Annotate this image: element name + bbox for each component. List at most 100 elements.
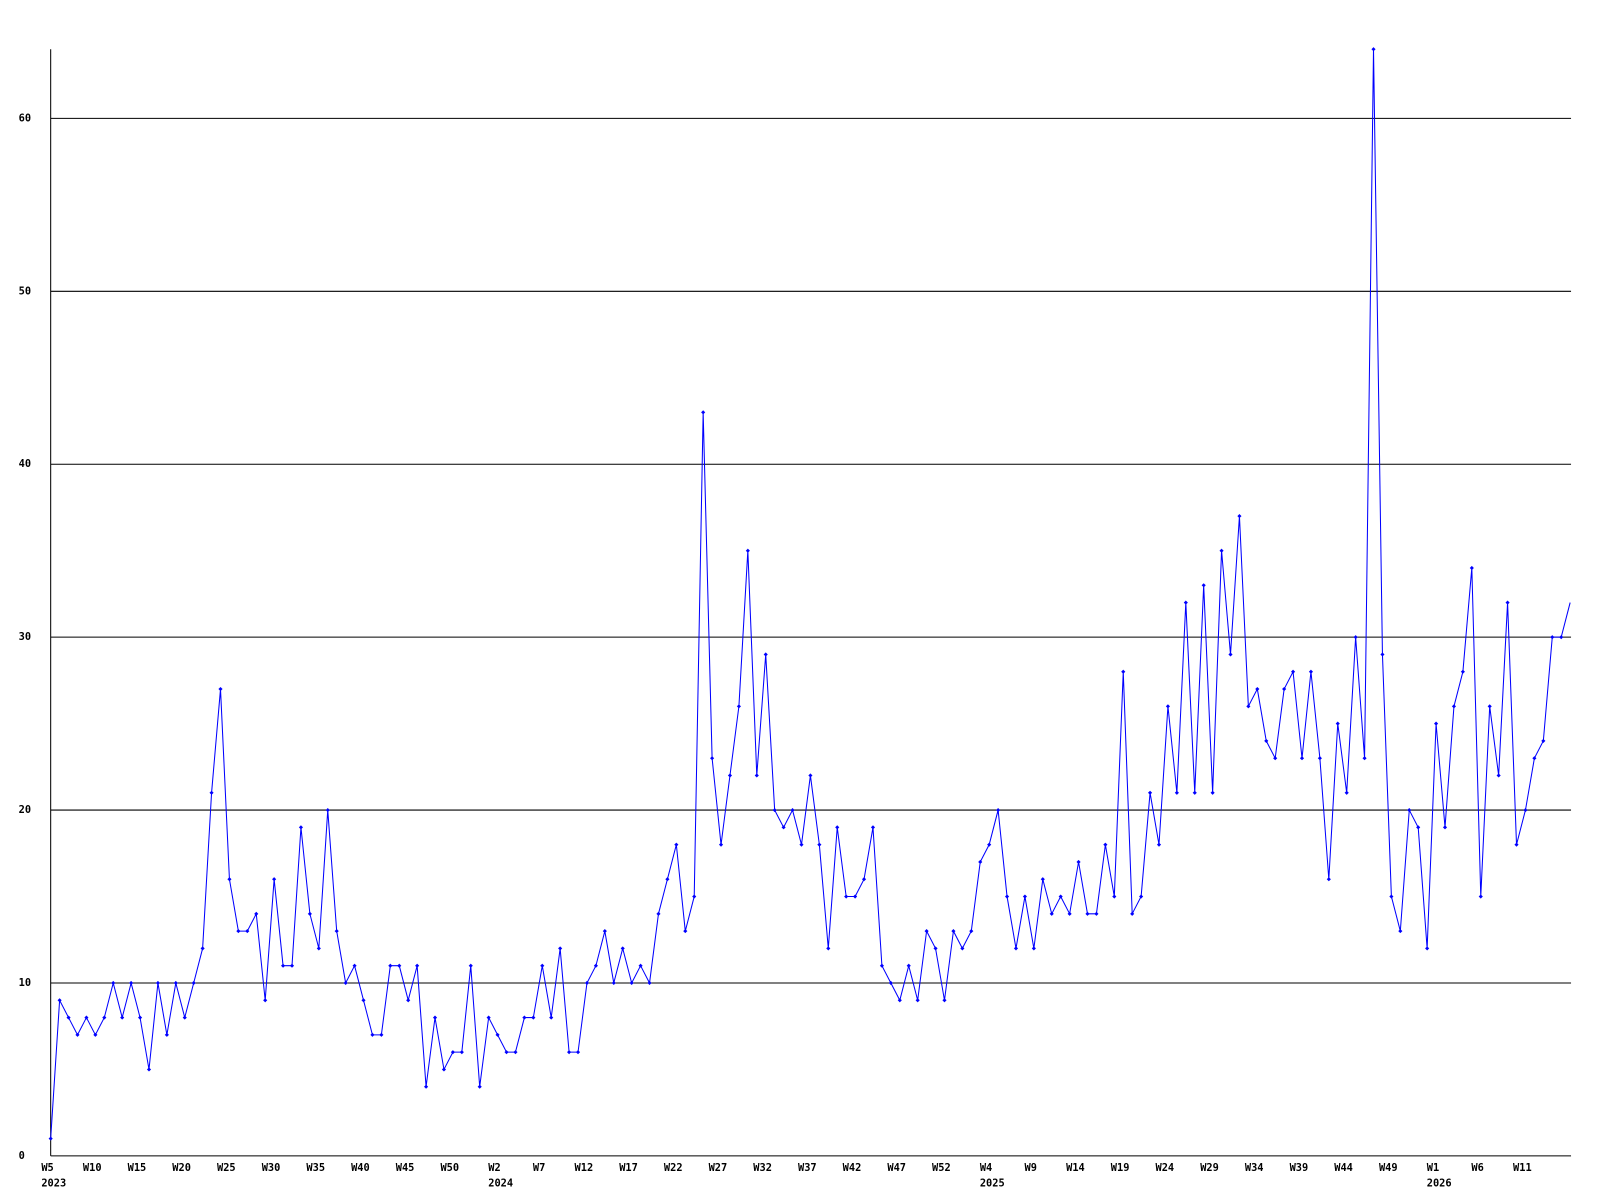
data-point — [549, 1015, 554, 1020]
data-point — [960, 946, 965, 951]
x-tick-label: W6 — [1471, 1162, 1483, 1174]
data-point — [397, 963, 402, 968]
x-tick-label: W29 — [1200, 1162, 1219, 1174]
x-tick-label: W27 — [709, 1162, 728, 1174]
data-point — [182, 1015, 187, 1020]
data-point — [1317, 756, 1322, 761]
data-point — [424, 1084, 429, 1089]
data-point — [665, 877, 670, 882]
data-point — [1371, 47, 1376, 52]
data-point — [200, 946, 205, 951]
data-point — [736, 704, 741, 709]
data-point — [1165, 704, 1171, 709]
data-point — [406, 998, 411, 1003]
x-tick-label: W10 — [83, 1162, 102, 1174]
data-point — [1290, 669, 1296, 674]
data-point — [1434, 721, 1439, 726]
data-point — [486, 1015, 491, 1020]
data-point — [897, 998, 902, 1003]
data-point — [1505, 600, 1510, 605]
data-point — [531, 1015, 536, 1020]
data-point — [978, 859, 983, 864]
x-tick-label: W42 — [843, 1162, 862, 1174]
data-point — [1139, 894, 1144, 899]
x-tick-label: W20 — [172, 1162, 191, 1174]
data-point — [969, 929, 974, 934]
x-tick-label: W1 — [1427, 1162, 1439, 1174]
x-tick-label: W19 — [1111, 1162, 1130, 1174]
data-point — [1228, 652, 1233, 657]
data-point — [558, 946, 563, 951]
data-point — [1112, 894, 1117, 899]
data-point — [718, 842, 724, 847]
data-point — [1219, 548, 1224, 553]
data-line — [50, 49, 1571, 1139]
data-point — [1031, 946, 1036, 951]
data-point — [1183, 600, 1188, 605]
data-point — [808, 773, 813, 778]
data-point — [1049, 911, 1054, 916]
data-point — [227, 877, 232, 882]
data-point — [441, 1067, 447, 1072]
year-label: 2026 — [1427, 1178, 1452, 1190]
data-point — [933, 946, 938, 951]
data-point — [1559, 635, 1564, 640]
data-point — [263, 998, 268, 1003]
data-point — [1344, 790, 1349, 795]
data-point — [513, 1050, 518, 1055]
data-point — [584, 980, 590, 986]
data-point — [129, 980, 134, 986]
data-point — [1541, 738, 1546, 743]
data-point — [1416, 825, 1421, 830]
data-point — [468, 963, 473, 968]
data-point — [1425, 946, 1430, 951]
data-point — [906, 963, 911, 968]
data-point — [1067, 911, 1072, 916]
data-point — [209, 790, 214, 795]
x-tick-label: W24 — [1156, 1162, 1175, 1174]
data-point — [173, 980, 178, 986]
data-point — [1353, 635, 1358, 640]
y-tick-label: 20 — [19, 804, 31, 816]
x-tick-label: W22 — [664, 1162, 683, 1174]
y-tick-label: 30 — [19, 631, 31, 643]
data-point — [245, 929, 250, 934]
data-point — [1496, 773, 1501, 778]
data-point — [57, 998, 62, 1003]
x-tick-label: W39 — [1290, 1162, 1309, 1174]
data-point — [361, 998, 366, 1003]
data-point — [191, 980, 196, 986]
data-point — [888, 980, 893, 986]
data-point — [1550, 635, 1555, 640]
data-point — [835, 825, 840, 830]
data-point — [790, 808, 795, 813]
data-point — [861, 877, 867, 882]
data-point — [1273, 756, 1278, 761]
x-tick-label: W15 — [128, 1162, 147, 1174]
data-point — [504, 1050, 509, 1055]
y-tick-label: 40 — [19, 458, 31, 470]
data-point — [1335, 721, 1340, 726]
data-point — [870, 825, 876, 830]
data-point — [379, 1032, 384, 1037]
data-point — [84, 1015, 89, 1020]
data-point — [853, 894, 858, 899]
data-point — [1523, 808, 1528, 813]
data-point — [593, 963, 598, 968]
y-tick-label: 50 — [19, 285, 31, 297]
data-point — [415, 963, 420, 968]
data-point — [1308, 669, 1314, 674]
data-point — [146, 1067, 152, 1072]
x-tick-label: W44 — [1334, 1162, 1353, 1174]
y-tick-label: 60 — [19, 112, 31, 124]
data-point — [710, 756, 715, 761]
data-point — [1478, 894, 1483, 899]
data-point — [1210, 790, 1215, 795]
x-tick-label: W37 — [798, 1162, 817, 1174]
x-tick-label: W52 — [932, 1162, 951, 1174]
data-point — [602, 929, 607, 934]
data-point — [1156, 842, 1162, 847]
data-point — [754, 773, 759, 778]
data-point — [924, 929, 929, 934]
data-point — [763, 652, 768, 657]
